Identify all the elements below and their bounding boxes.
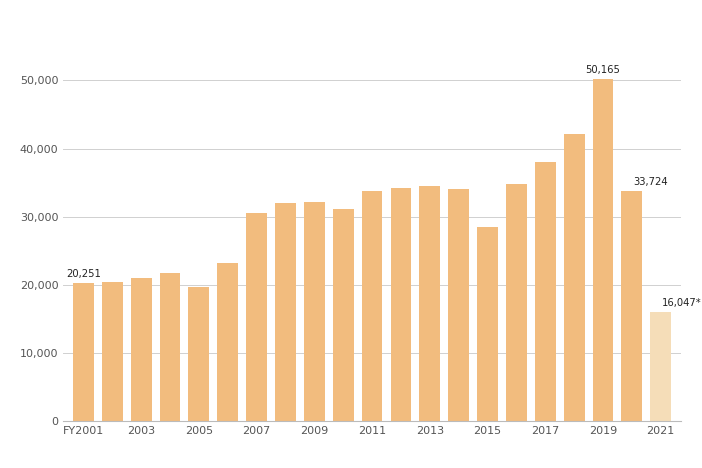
Bar (535, 161, 556, 421)
Bar (621, 191, 642, 421)
Bar (304, 203, 325, 421)
Bar (390, 188, 411, 421)
Bar (333, 210, 354, 421)
Bar (159, 273, 180, 421)
Bar (650, 312, 671, 421)
Bar (188, 287, 209, 421)
Text: 16,047*: 16,047* (662, 298, 702, 308)
Text: 33,724: 33,724 (633, 177, 668, 187)
Bar (275, 203, 296, 421)
Bar (564, 134, 585, 421)
Bar (218, 263, 238, 421)
Bar (362, 191, 383, 421)
Bar (131, 278, 152, 421)
Bar (506, 183, 526, 421)
Bar (419, 186, 440, 421)
Bar (592, 80, 614, 421)
Bar (102, 282, 123, 421)
Bar (477, 227, 498, 421)
Bar (246, 213, 267, 421)
Bar (73, 283, 94, 421)
Text: 20,251: 20,251 (66, 269, 101, 279)
Text: 50,165: 50,165 (585, 65, 621, 75)
Bar (449, 190, 469, 421)
